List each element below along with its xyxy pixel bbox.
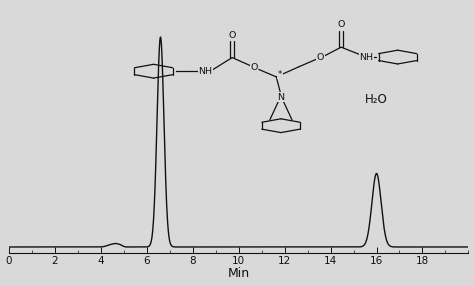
Text: O: O [317,53,324,62]
Text: O: O [337,20,345,29]
Text: NH: NH [359,53,374,61]
Text: O: O [228,31,236,40]
X-axis label: Min: Min [228,267,250,281]
Text: N: N [277,93,284,102]
Text: H₂O: H₂O [365,93,388,106]
Text: *: * [278,70,282,79]
Text: NH: NH [199,67,212,76]
Text: O: O [251,63,258,72]
